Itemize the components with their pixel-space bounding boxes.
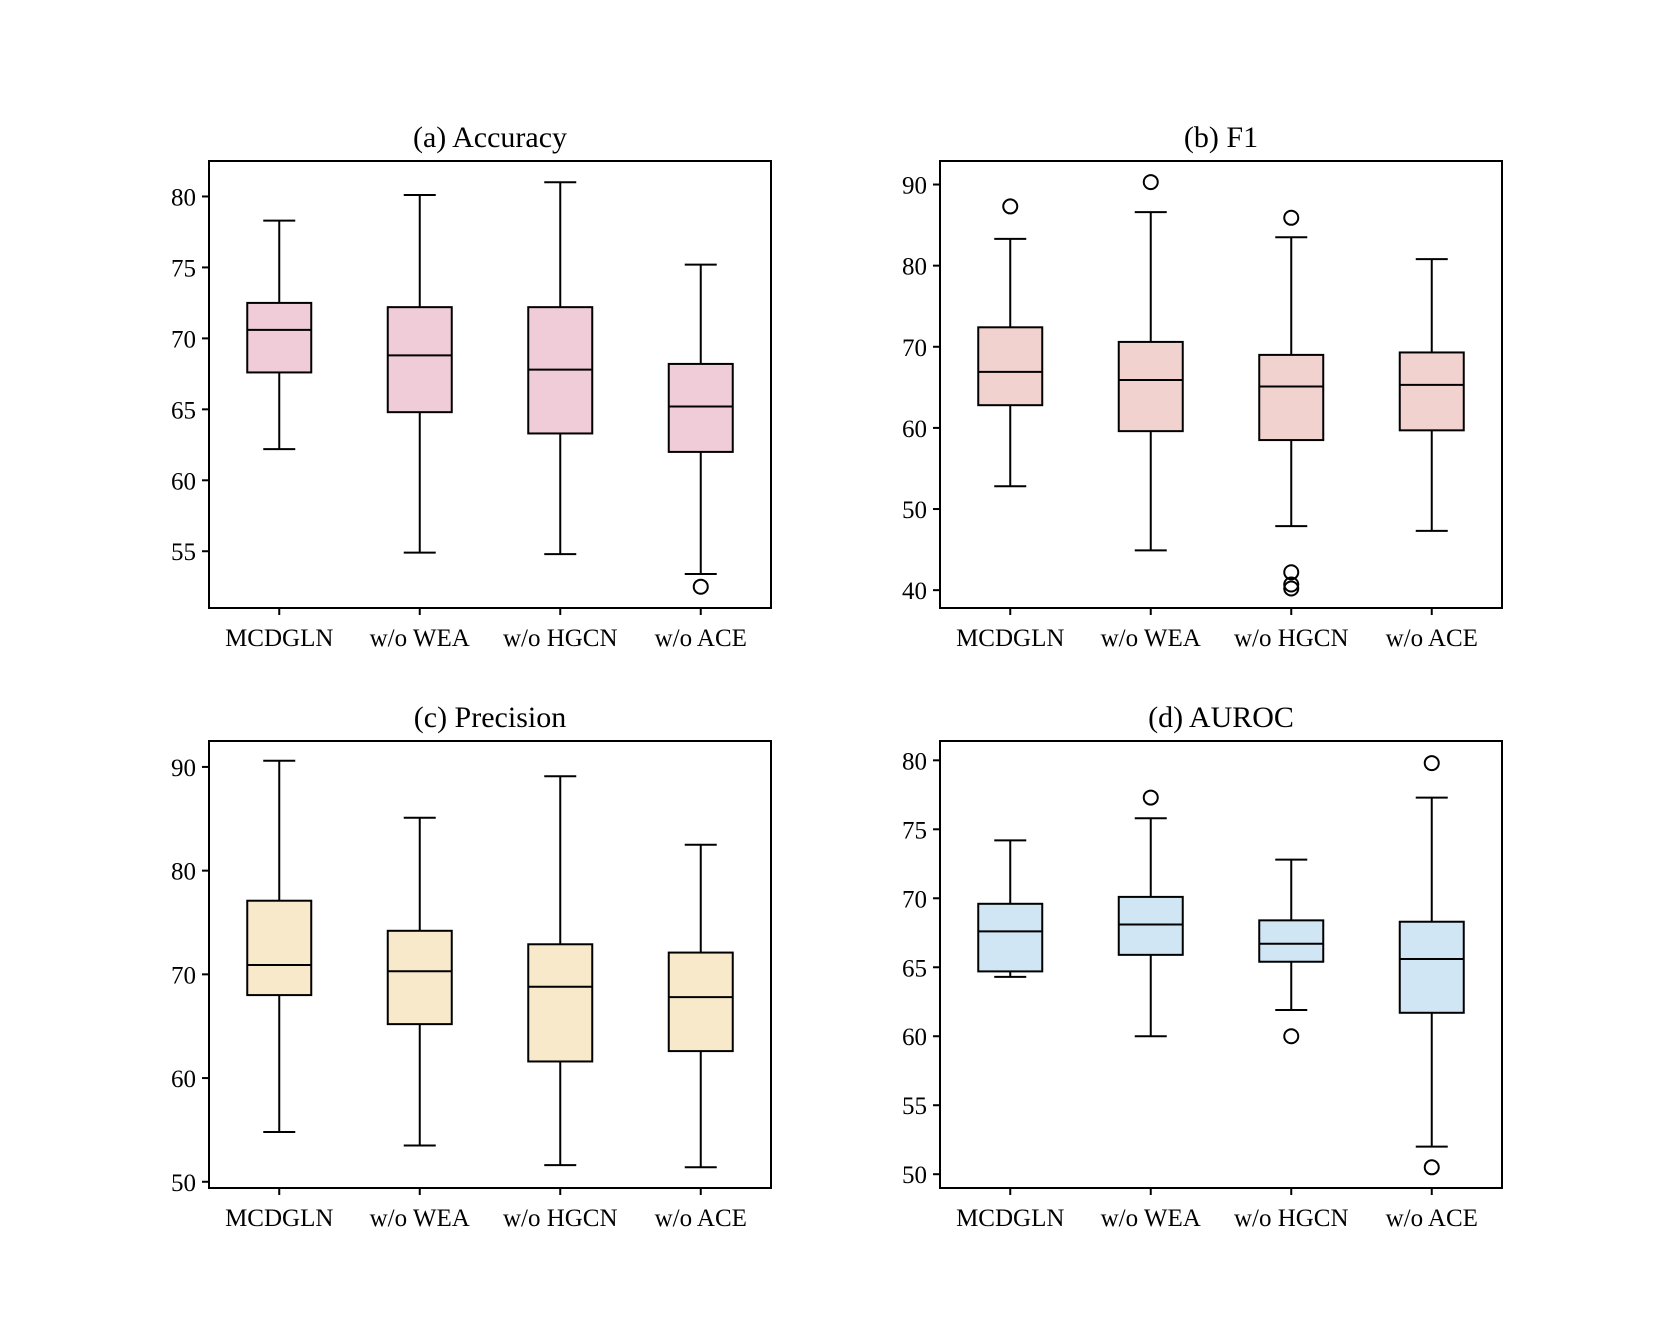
box-precision-2 [527,775,594,1167]
iqr-box [1258,919,1325,963]
y-tick-label: 70 [902,335,927,362]
y-tick-label: 60 [902,1024,927,1051]
box-auroc-1 [1117,789,1184,1038]
iqr-box [1398,351,1465,432]
y-tick-label: 70 [171,326,196,353]
y-tick-label: 75 [902,817,927,844]
box-f1-2 [1258,209,1325,597]
y-tick-label: 50 [171,1170,196,1197]
y-tick-label: 80 [902,748,927,775]
panel-precision: (c) Precision 50 60 70 80 90 MCDGLN w/o WEA w/o … [171,701,772,1232]
outlier-point [1142,174,1159,191]
iqr-box [386,306,453,414]
y-tick-label: 90 [902,173,927,200]
iqr-box [977,326,1044,407]
x-tick-label: w/o HGCN [1234,625,1349,652]
y-tick-label: 75 [171,255,196,282]
y-tick-label: 50 [902,1162,927,1189]
chart-title-auroc: (d) AUROC [1148,701,1294,734]
chart-title-accuracy: (a) Accuracy [413,121,567,154]
y-tick-label: 80 [171,859,196,886]
outlier-point [1283,576,1300,593]
y-tick-label: 70 [902,886,927,913]
x-tick-label: MCDGLN [225,625,333,652]
iqr-box [246,899,313,997]
box-auroc-0 [977,839,1044,978]
box-accuracy-1 [386,194,453,554]
box-accuracy-0 [246,219,313,451]
outlier-point [1283,1028,1300,1045]
box-accuracy-3 [667,263,734,595]
x-tick-label: w/o HGCN [1234,1205,1349,1232]
outlier-point [1423,755,1440,772]
y-tick-label: 65 [902,955,927,982]
y-tick-label: 40 [902,578,927,605]
iqr-box [667,951,734,1053]
x-tick-label: w/o WEA [370,1205,470,1232]
y-tick-label: 90 [171,755,196,782]
iqr-box [1117,895,1184,956]
outlier-point [1283,564,1300,581]
x-tick-label: MCDGLN [956,625,1064,652]
x-tick-label: w/o ACE [1386,1205,1478,1232]
iqr-box [667,362,734,453]
outlier-point [1283,209,1300,226]
x-tick-label: w/o ACE [1386,625,1478,652]
x-tick-label: w/o HGCN [503,1205,618,1232]
y-tick-label: 55 [902,1093,927,1120]
iqr-box [527,943,594,1063]
box-accuracy-2 [527,181,594,556]
axes-frame-f1 [939,160,1503,609]
box-f1-3 [1398,258,1465,532]
iqr-box [1117,340,1184,433]
iqr-box [246,301,313,374]
panel-accuracy: (a) Accuracy 55 60 65 70 75 80 MCDGLN w/o WEA w/o… [171,121,772,652]
chart-title-f1: (b) F1 [1184,121,1258,154]
y-tick-label: 70 [171,962,196,989]
iqr-box [977,902,1044,973]
iqr-box [386,929,453,1026]
y-tick-label: 60 [171,468,196,495]
box-precision-3 [667,843,734,1169]
axes-frame-auroc [939,740,1503,1189]
box-auroc-2 [1258,858,1325,1045]
axes-frame-precision [208,740,772,1189]
x-tick-label: w/o ACE [655,625,747,652]
x-tick-label: MCDGLN [225,1205,333,1232]
y-tick-label: 55 [171,539,196,566]
outlier-point [692,578,709,595]
x-tick-label: w/o WEA [1101,625,1201,652]
x-tick-label: w/o ACE [655,1205,747,1232]
outlier-point [1142,789,1159,806]
axes-frame-accuracy [208,160,772,609]
box-f1-0 [977,198,1044,488]
outlier-point [1002,198,1019,215]
outlier-point [1283,580,1300,597]
box-f1-1 [1117,174,1184,552]
y-tick-label: 65 [171,397,196,424]
iqr-box [1258,353,1325,442]
chart-title-precision: (c) Precision [414,701,566,734]
x-tick-label: MCDGLN [956,1205,1064,1232]
y-tick-label: 60 [171,1066,196,1093]
box-precision-0 [246,759,313,1133]
x-tick-label: w/o WEA [1101,1205,1201,1232]
y-tick-label: 60 [902,416,927,443]
x-tick-label: w/o WEA [370,625,470,652]
panel-auroc: (d) AUROC 50 55 60 65 70 75 80 MCDGLN w/o WEA w/o … [902,701,1503,1232]
panel-f1: (b) F1 40 50 60 70 80 90 MCDGLN w/o WEA w/o HGCN w… [902,121,1503,652]
x-tick-label: w/o HGCN [503,625,618,652]
y-tick-label: 80 [171,184,196,211]
outlier-point [1423,1159,1440,1176]
box-auroc-3 [1398,755,1465,1176]
y-tick-label: 80 [902,254,927,281]
box-precision-1 [386,816,453,1147]
y-tick-label: 50 [902,497,927,524]
iqr-box [1398,920,1465,1014]
